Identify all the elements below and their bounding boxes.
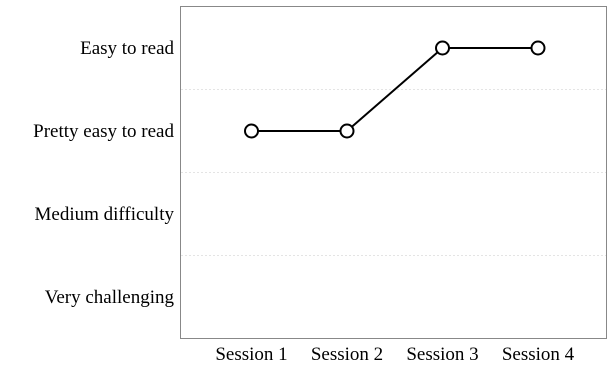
y-tick-label: Medium difficulty — [35, 204, 175, 225]
x-tick-label: Session 1 — [215, 344, 287, 365]
grid-lines — [181, 89, 606, 256]
data-point — [244, 123, 259, 139]
x-tick-label: Session 2 — [311, 344, 383, 365]
y-axis-ticks: Very challenging Medium difficulty Pretty … — [33, 38, 174, 308]
x-axis-ticks: Session 1 Session 2 Session 3 Session 4 — [215, 344, 574, 365]
x-tick-label: Session 3 — [406, 344, 478, 365]
plot-frame — [180, 6, 607, 339]
data-point — [530, 40, 546, 56]
series-group — [244, 40, 546, 139]
data-point — [435, 40, 450, 56]
y-tick-label: Very challenging — [45, 287, 175, 308]
y-tick-label: Pretty easy to read — [33, 121, 174, 142]
series-line — [251, 47, 538, 132]
x-tick-label: Session 4 — [502, 344, 575, 365]
data-point — [339, 123, 355, 139]
y-tick-label: Easy to read — [80, 38, 174, 59]
